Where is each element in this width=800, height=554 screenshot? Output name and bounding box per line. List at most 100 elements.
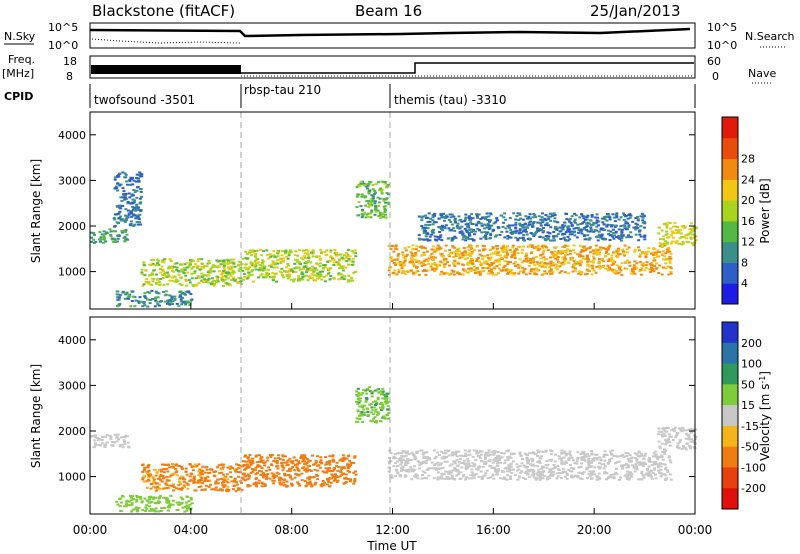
velocity-echo-cell <box>451 451 455 454</box>
power-echo-cell <box>467 232 471 235</box>
velocity-echo-cell <box>654 473 657 476</box>
velocity-echo-cell <box>364 400 368 403</box>
power-echo-cell <box>580 222 584 225</box>
power-echo-cell <box>161 269 165 272</box>
power-echo-cell <box>175 266 179 269</box>
power-echo-cell <box>692 236 696 239</box>
velocity-echo-cell <box>587 473 591 476</box>
power-echo-cell <box>361 214 365 217</box>
power-echo-cell <box>594 244 598 247</box>
power-echo-cell <box>244 257 248 260</box>
velocity-echo-cell <box>537 451 540 454</box>
power-echo-cell <box>122 190 126 193</box>
velocity-echo-cell <box>556 465 560 467</box>
velocity-echo-cell <box>587 459 591 462</box>
power-echo-cell <box>530 252 533 255</box>
power-echo-cell <box>355 186 359 188</box>
velocity-echo-cell <box>443 477 447 480</box>
power-echo-cell <box>583 235 587 238</box>
power-echo-cell <box>164 274 168 277</box>
power-echo-cell <box>335 251 339 254</box>
power-echo-cell <box>433 256 437 259</box>
power-echo-cell <box>151 258 155 261</box>
power-echo-cell <box>470 252 474 255</box>
power-colorbar-segment <box>722 241 738 263</box>
power-echo-cell <box>269 255 273 258</box>
velocity-echo-cell <box>355 390 359 393</box>
velocity-echo-cell <box>243 479 247 482</box>
power-echo-cell <box>266 253 270 256</box>
power-echo-cell <box>251 269 254 272</box>
power-colorbar-segment <box>722 137 738 160</box>
power-echo-cell <box>630 270 634 273</box>
velocity-echo-cell <box>508 468 512 471</box>
velocity-echo-cell <box>186 483 190 486</box>
freq-tick-low: 8 <box>66 70 73 83</box>
power-echo-cell <box>570 230 574 233</box>
velocity-echo-cell <box>652 468 656 471</box>
power-echo-cell <box>347 258 351 261</box>
power-echo-cell <box>565 249 568 252</box>
velocity-echo-band <box>141 463 244 493</box>
velocity-echo-cell <box>526 454 529 457</box>
velocity-echo-cell <box>162 487 166 490</box>
power-echo-cell <box>116 298 120 301</box>
power-echo-cell <box>460 220 464 223</box>
power-echo-cell <box>373 190 377 192</box>
power-echo-cell <box>119 196 123 199</box>
velocity-echo-cell <box>322 484 326 487</box>
power-echo-cell <box>607 260 611 262</box>
power-echo-cell <box>687 241 691 244</box>
power-echo-cell <box>200 262 204 265</box>
power-echo-cell <box>280 271 284 274</box>
velocity-echo-cell <box>640 461 643 464</box>
power-echo-cell <box>133 191 137 194</box>
velocity-echo-cell <box>424 460 428 462</box>
power-echo-cell <box>130 215 134 218</box>
velocity-echo-cell <box>326 468 330 471</box>
power-echo-cell <box>471 217 475 220</box>
velocity-echo-cell <box>280 462 284 465</box>
velocity-echo-cell <box>428 457 432 460</box>
power-echo-cell <box>522 230 525 233</box>
power-echo-cell <box>582 233 586 236</box>
power-echo-cell <box>556 258 559 261</box>
power-echo-cell <box>481 267 485 270</box>
velocity-echo-cell <box>273 457 277 460</box>
velocity-echo-cell <box>567 459 571 461</box>
velocity-echo-cell <box>192 479 196 482</box>
velocity-echo-cell <box>303 480 307 483</box>
velocity-echo-cell <box>92 446 96 449</box>
power-echo-cell <box>464 216 468 219</box>
power-echo-cell <box>470 258 474 261</box>
velocity-echo-cell <box>155 487 159 490</box>
velocity-echo-cell <box>584 455 588 458</box>
velocity-echo-cell <box>575 460 579 463</box>
velocity-echo-cell <box>200 488 204 491</box>
cpid-label: CPID <box>4 90 33 103</box>
power-colorbar-frame <box>721 116 739 305</box>
power-echo-cell <box>618 237 622 240</box>
power-echo-cell <box>234 278 237 281</box>
power-echo-cell <box>438 247 442 250</box>
velocity-echo-cell <box>225 488 229 491</box>
power-echo-cell <box>461 268 465 271</box>
power-echo-cell <box>644 251 648 254</box>
velocity-echo-cell <box>510 453 514 456</box>
power-echo-cell <box>139 175 143 178</box>
power-echo-cell <box>532 247 536 249</box>
velocity-echo-cell <box>626 457 630 460</box>
power-echo-cell <box>627 234 631 237</box>
power-echo-cell <box>113 213 117 216</box>
power-echo-cell <box>434 238 438 241</box>
velocity-echo-cell <box>177 501 181 504</box>
power-echo-cell <box>206 271 210 274</box>
velocity-echo-cell <box>293 476 297 479</box>
velocity-echo-cell <box>237 471 241 474</box>
power-echo-cell <box>215 266 219 269</box>
velocity-echo-cell <box>105 441 109 444</box>
velocity-echo-cell <box>152 508 156 511</box>
power-echo-cell <box>339 277 343 280</box>
power-echo-cell <box>108 228 112 231</box>
